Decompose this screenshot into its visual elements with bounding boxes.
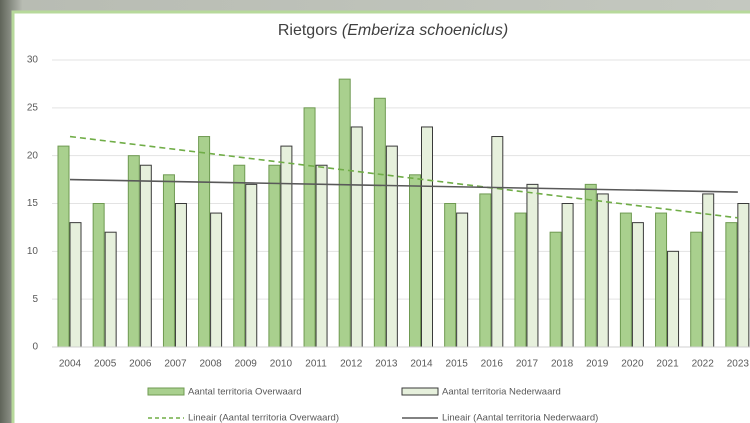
bar: [526, 183, 539, 348]
title-species: (Emberiza schoeniclus): [342, 22, 508, 39]
y-tick-label: 0: [32, 342, 38, 353]
x-tick-label: 2020: [621, 359, 644, 370]
x-tick-label: 2009: [235, 359, 258, 370]
x-tick-label: 2012: [340, 359, 363, 370]
y-tick-label: 25: [27, 102, 39, 113]
legend-swatch: [147, 387, 185, 396]
legend-label: Aantal territoria Overwaard: [188, 387, 302, 398]
bar: [162, 174, 175, 348]
bar: [233, 164, 246, 348]
bar: [338, 78, 351, 348]
x-tick-label: 2014: [410, 359, 433, 370]
bar: [725, 222, 738, 348]
x-tick-label: 2005: [94, 359, 117, 370]
x-tick-label: 2023: [727, 359, 750, 370]
bar: [421, 126, 433, 348]
bar: [584, 183, 597, 348]
x-tick-label: 2019: [586, 359, 609, 370]
bar: [690, 231, 703, 348]
bar: [92, 203, 105, 348]
bar: [210, 212, 223, 348]
bar: [596, 193, 609, 348]
trendline: [69, 135, 738, 219]
trendline: [69, 178, 738, 193]
x-tick-label: 2016: [481, 359, 504, 370]
title-main: Rietgors: [278, 22, 338, 39]
bar: [373, 97, 386, 348]
legend-label: Lineair (Aantal territoria Nederwaard): [442, 413, 598, 423]
bar: [104, 231, 117, 348]
bar: [631, 222, 644, 348]
bar: [245, 183, 258, 348]
y-tick-label: 10: [27, 246, 39, 257]
chart-title: Rietgors (Emberiza schoeniclus): [278, 22, 508, 39]
bar: [561, 203, 574, 348]
bar: [268, 164, 281, 348]
legend-swatch: [401, 387, 439, 396]
bar: [280, 145, 293, 348]
bar: [69, 222, 82, 348]
y-tick-label: 30: [27, 55, 39, 66]
legend-label: Lineair (Aantal territoria Overwaard): [188, 413, 339, 423]
bar: [198, 136, 211, 348]
y-tick-label: 5: [32, 294, 38, 305]
x-tick-label: 2011: [305, 359, 327, 370]
bar: [549, 231, 562, 348]
bar: [444, 203, 457, 348]
bar: [409, 174, 421, 348]
bar: [619, 212, 632, 348]
bar: [737, 203, 750, 348]
bar: [667, 250, 680, 348]
y-tick-label: 15: [27, 198, 39, 209]
bar: [127, 155, 140, 348]
x-tick-label: 2018: [551, 359, 574, 370]
bar: [479, 193, 492, 348]
x-tick-label: 2021: [656, 359, 679, 370]
x-tick-label: 2007: [164, 359, 187, 370]
x-tick-label: 2017: [516, 359, 539, 370]
x-tick-label: 2008: [199, 359, 222, 370]
x-tick-label: 2006: [129, 359, 152, 370]
bar: [57, 145, 70, 348]
bar: [303, 107, 316, 348]
bar: [174, 203, 187, 348]
y-tick-label: 20: [27, 150, 39, 161]
bar: [702, 193, 715, 348]
x-tick-label: 2013: [375, 359, 398, 370]
bar: [491, 136, 504, 348]
x-tick-label: 2015: [446, 359, 469, 370]
bar: [315, 164, 328, 348]
legend-label: Aantal territoria Nederwaard: [442, 387, 561, 398]
bar: [514, 212, 527, 348]
x-tick-label: 2022: [692, 359, 715, 370]
bar: [139, 164, 152, 348]
bar: [350, 126, 363, 348]
bar: [655, 212, 668, 348]
x-tick-label: 2004: [59, 359, 82, 370]
bar: [456, 212, 469, 348]
x-tick-label: 2010: [270, 359, 293, 370]
